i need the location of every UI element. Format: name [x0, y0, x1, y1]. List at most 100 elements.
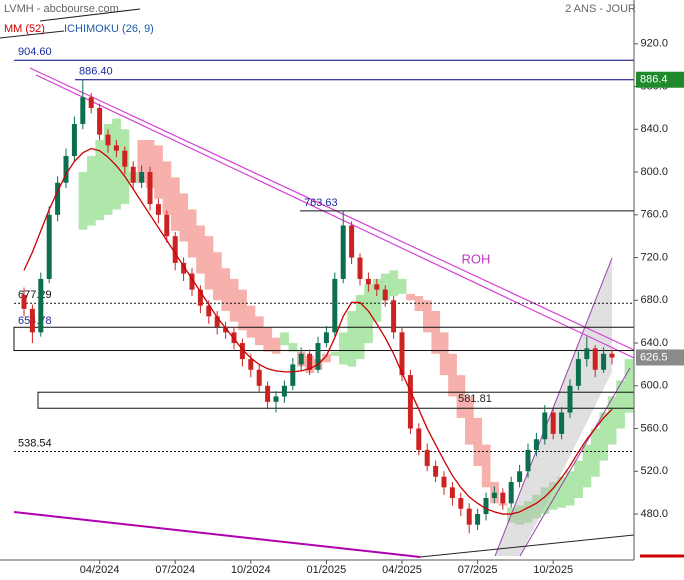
level-label: 538.54 — [18, 437, 52, 449]
y-tick-label: 760.0 — [640, 209, 668, 221]
candle-body — [231, 332, 237, 344]
level-label: 886.40 — [79, 66, 113, 78]
candle-body — [223, 327, 229, 333]
candle-body — [416, 428, 422, 450]
candle-body — [197, 289, 203, 306]
trend-line — [419, 534, 635, 558]
cloud-segment — [591, 428, 600, 477]
cloud-segment — [481, 444, 491, 488]
candle-body — [441, 476, 447, 488]
candle-body — [357, 257, 363, 279]
x-tick-label: 07/2025 — [458, 564, 498, 576]
candle-body — [550, 412, 556, 434]
cloud-segment — [515, 505, 525, 525]
candle-body — [46, 214, 52, 279]
cloud-segment — [523, 501, 533, 523]
channel-line — [519, 367, 631, 557]
cloud-segment — [112, 118, 121, 210]
cloud-segment — [87, 156, 96, 226]
candle-body — [575, 359, 581, 386]
candle-body — [592, 348, 598, 370]
cloud-segment — [549, 481, 558, 510]
candle-body — [517, 471, 523, 482]
y-tick-label: 800.0 — [640, 166, 668, 178]
cloud-segment — [540, 487, 550, 515]
candle-body — [71, 123, 77, 157]
cloud-segment — [288, 343, 298, 352]
cloud-segment — [238, 289, 247, 331]
candle-body — [105, 134, 111, 146]
cloud-segment — [406, 293, 415, 301]
candle-body — [500, 492, 506, 504]
candle-body — [281, 385, 287, 397]
candle-body — [38, 278, 44, 333]
candle-body — [340, 225, 346, 279]
level-label: 763.63 — [304, 197, 338, 209]
y-tick-label: 920.0 — [640, 38, 668, 50]
candle-body — [155, 204, 161, 215]
zone-label: 581.81 — [458, 393, 492, 405]
candle-body — [290, 364, 296, 386]
candle-body — [525, 449, 531, 472]
candle-body — [256, 369, 262, 386]
candle-body — [164, 214, 170, 237]
candle-body — [483, 498, 489, 515]
candle-body — [407, 375, 413, 429]
channel-line — [494, 257, 613, 557]
cloud-segment — [465, 396, 474, 445]
candle-body — [214, 316, 220, 328]
candle-body — [508, 481, 514, 504]
candle-body — [559, 412, 565, 434]
trend-line — [35, 74, 635, 359]
cloud-segment — [162, 161, 172, 215]
cloud-segment — [137, 140, 147, 183]
cloud-segment — [347, 310, 357, 367]
cloud-segment — [423, 300, 432, 333]
candle-body — [273, 396, 279, 402]
candle-body — [533, 439, 539, 450]
cloud-segment — [271, 337, 281, 354]
cloud-segment — [229, 278, 239, 322]
candle-body — [206, 305, 212, 317]
cloud-segment — [339, 332, 348, 365]
candle-body — [332, 278, 338, 333]
cloud-segment — [574, 460, 583, 499]
candle-body — [63, 156, 69, 183]
price-badge-label: 886.4 — [640, 74, 668, 86]
candle-body — [147, 172, 153, 205]
y-tick-label: 480.0 — [640, 508, 668, 520]
y-tick-label: 840.0 — [640, 123, 668, 135]
decor-line — [0, 30, 65, 39]
cloud-segment — [439, 332, 449, 376]
cloud-segment — [213, 252, 222, 301]
cloud-segment — [221, 268, 231, 311]
candle-body — [542, 412, 548, 440]
candle-body — [88, 97, 94, 108]
price-badge-label: 626.5 — [640, 351, 668, 363]
y-tick-label: 520.0 — [640, 465, 668, 477]
candle-body — [475, 514, 481, 525]
ma-line — [23, 147, 613, 515]
legend-label: ICHIMOKU (26, 9) — [64, 23, 154, 35]
candle-body — [307, 353, 313, 370]
cloud-segment — [280, 332, 289, 346]
cloud-segment — [582, 444, 592, 488]
candle-body — [349, 225, 355, 258]
cloud-segment — [532, 494, 541, 519]
trend-line — [13, 511, 421, 558]
y-tick-label: 640.0 — [640, 337, 668, 349]
candle-body — [239, 343, 245, 360]
candles — [21, 79, 615, 534]
cloud-segment — [431, 310, 441, 354]
level-label: 904.60 — [18, 46, 52, 58]
candle-body — [365, 278, 371, 285]
y-tick-label: 720.0 — [640, 251, 668, 263]
chart-subtitle: 2 ANS - JOUR — [565, 3, 636, 15]
cloud-segment — [187, 209, 197, 258]
candle-body — [189, 273, 195, 290]
cloud-segment — [473, 417, 483, 466]
candle-body — [298, 353, 304, 365]
cloud-segment — [557, 476, 567, 508]
cloud-segment — [145, 140, 155, 189]
